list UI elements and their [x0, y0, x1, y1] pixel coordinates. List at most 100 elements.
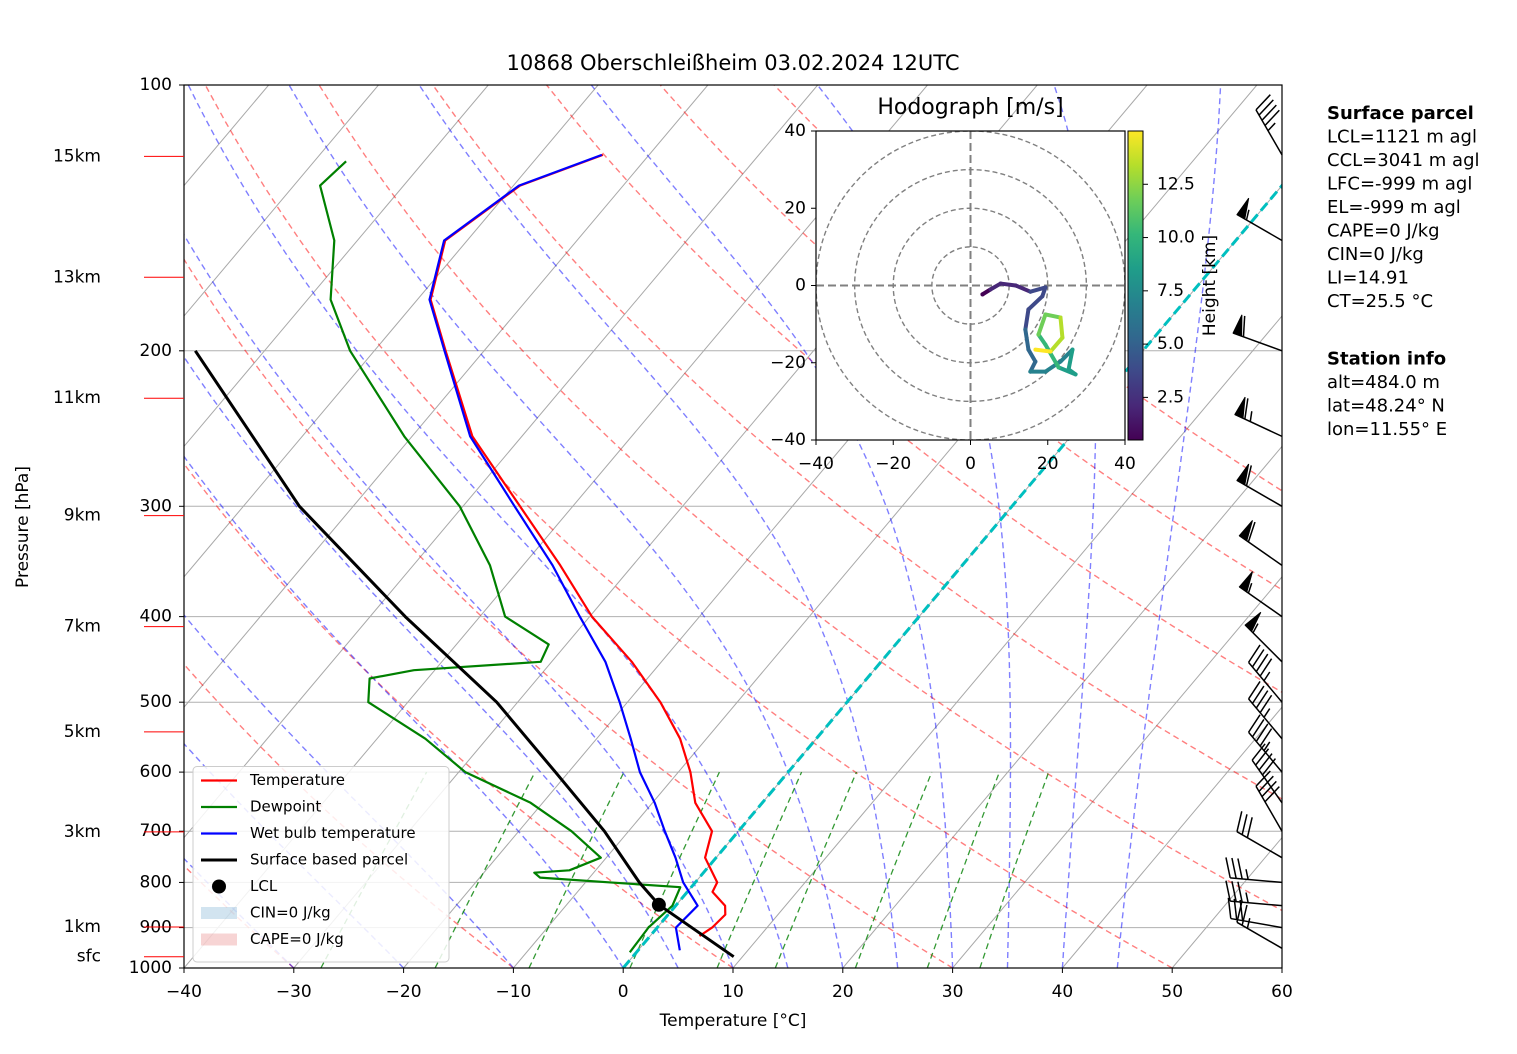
barb-tick [1258, 99, 1274, 116]
isotherm [184, 85, 489, 448]
barb-tick [1247, 644, 1261, 663]
wind-barb [1227, 897, 1283, 929]
x-tick-label: −20 [386, 982, 422, 1002]
mixing-ratio-line [926, 771, 1001, 968]
x-tick-label: 40 [1052, 982, 1074, 1002]
freezing-isotherm [622, 183, 1282, 968]
barb-tick [1237, 858, 1243, 880]
barb-tick [1231, 881, 1237, 902]
y-tick-label: 1000 [129, 958, 172, 978]
barb-flag [1238, 571, 1253, 593]
mixing-ratio-line [774, 771, 858, 968]
barb-staff [1230, 917, 1283, 929]
legend-swatch [201, 907, 237, 919]
wind-barb [1244, 611, 1283, 663]
hodograph-segment [1043, 342, 1061, 370]
x-tick-label: −40 [166, 982, 202, 1002]
y-tick-label: 20 [784, 198, 806, 218]
colorbar [1127, 130, 1144, 441]
wind-barb [1255, 94, 1283, 156]
barb-flag [1236, 197, 1250, 220]
info-title: Station info [1327, 349, 1446, 370]
x-tick-label: 20 [1037, 454, 1059, 474]
info-line: CAPE=0 J/kg [1327, 221, 1440, 242]
barb-tick [1259, 728, 1273, 747]
y-tick-label: 600 [140, 762, 172, 782]
info-line: LI=14.91 [1327, 268, 1409, 289]
height-label: 13km [53, 267, 101, 287]
barb-tick [1255, 723, 1269, 742]
wind-barb [1238, 520, 1283, 567]
dry-adiabat [184, 258, 953, 968]
barb-tick [1259, 658, 1273, 677]
barb-tick [1259, 694, 1273, 714]
hodograph-segment [998, 281, 1018, 288]
wind-barb [1247, 714, 1283, 773]
barb-tick [1255, 770, 1271, 787]
barb-half-tick [1245, 869, 1249, 880]
barb-tick [1251, 719, 1265, 738]
legend-label: Surface based parcel [250, 851, 408, 869]
x-tick-label: 60 [1271, 982, 1293, 1002]
legend-label: Wet bulb temperature [250, 824, 416, 842]
barb-tick [1225, 880, 1231, 902]
barb-tick [1247, 714, 1261, 733]
barb-tick [1261, 780, 1277, 798]
wind-barb [1234, 396, 1283, 438]
info-title: Surface parcel [1327, 103, 1474, 124]
hodograph-segment [1056, 365, 1078, 377]
x-tick-label: −40 [798, 454, 834, 474]
barb-tick [1251, 649, 1265, 668]
y-tick-label: 800 [140, 872, 172, 892]
wind-barb [1232, 314, 1283, 352]
hodograph-segment [1036, 332, 1048, 347]
moist-adiabat [184, 455, 624, 968]
y-tick-label: 40 [784, 121, 806, 141]
x-tick-label: 20 [832, 982, 854, 1002]
moist-adiabat [418, 85, 899, 968]
isotherm [184, 85, 599, 578]
y-tick-label: 700 [140, 821, 172, 841]
barb-half-tick [1245, 209, 1250, 221]
barb-tick [1247, 681, 1261, 700]
barb-tick [1261, 104, 1277, 121]
y-tick-label: 0 [795, 276, 806, 296]
info-line: lat=48.24° N [1327, 396, 1445, 417]
height-label: 5km [64, 722, 101, 742]
barb-tick [1225, 857, 1231, 879]
x-tick-label: −10 [495, 982, 531, 1002]
hodograph-segment [1028, 285, 1048, 294]
moist-adiabat [288, 85, 844, 968]
dry-adiabat [432, 85, 1282, 800]
mixing-ratio-line [979, 771, 1050, 968]
barb-tick [1258, 753, 1273, 771]
x-tick-label: 10 [722, 982, 744, 1002]
x-tick-label: −30 [276, 982, 312, 1002]
info-line: CIN=0 J/kg [1327, 244, 1424, 265]
barb-tick [1236, 811, 1243, 832]
barb-tick [1261, 758, 1277, 776]
legend-label: CAPE=0 J/kg [250, 930, 344, 948]
moist-adiabat [187, 85, 789, 968]
y-tick-label: 900 [140, 918, 172, 938]
colorbar-tick-label: 7.5 [1157, 281, 1184, 301]
isotherm [732, 315, 1282, 968]
hodograph-segment [1043, 312, 1063, 320]
hodograph-segment [1013, 283, 1033, 294]
legend-swatch [201, 933, 237, 946]
hodograph-segment [1026, 294, 1045, 312]
barb-tick [1242, 315, 1246, 337]
legend-label: Temperature [249, 771, 345, 789]
y-tick-label: −40 [770, 430, 806, 450]
isotherm [1062, 706, 1282, 968]
x-axis-label: Temperature [°C] [659, 1011, 807, 1031]
wind-barb [1236, 197, 1283, 242]
isotherm [184, 85, 379, 317]
info-line: lon=11.55° E [1327, 419, 1447, 440]
barb-half-tick [1263, 708, 1271, 718]
profile-line [319, 160, 682, 953]
wind-barb [1251, 743, 1283, 804]
moist-adiabat [1116, 85, 1222, 968]
